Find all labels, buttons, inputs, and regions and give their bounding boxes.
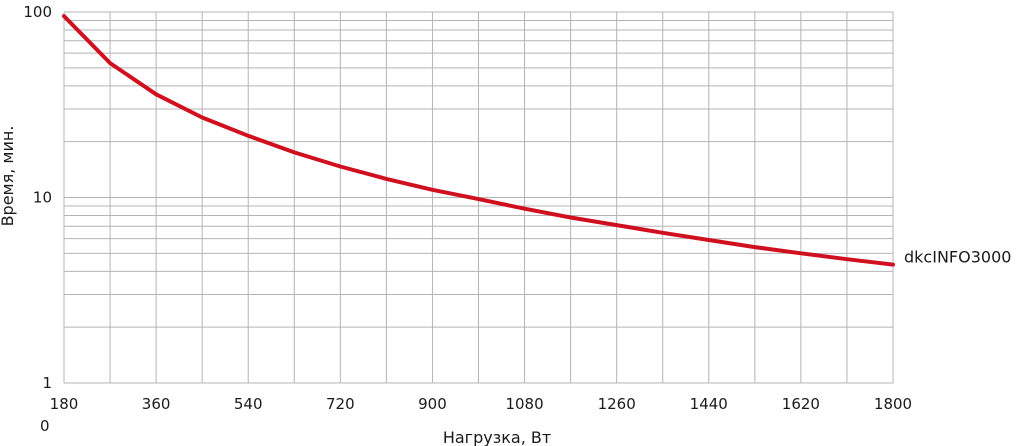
grid — [63, 11, 894, 384]
x-axis-ticks: 180 360 540 720 900 1080 1260 1440 1620 1800 — [50, 395, 912, 413]
x-axis-sub-label: 0 — [40, 417, 50, 435]
x-tick-label: 540 — [234, 395, 263, 413]
x-tick-label: 1440 — [690, 395, 728, 413]
series-line-dkcinfo3000 — [62, 14, 895, 267]
series-layer — [62, 14, 895, 267]
x-tick-label: 1260 — [598, 395, 636, 413]
x-tick-label: 1620 — [782, 395, 820, 413]
series-label-dkcinfo3000: dkcINFO3000 — [904, 248, 1011, 267]
x-tick-label: 1080 — [505, 395, 543, 413]
y-axis-ticks: 1 10 100 — [23, 3, 52, 392]
y-tick-label: 1 — [42, 374, 52, 392]
x-tick-label: 900 — [418, 395, 447, 413]
y-tick-label: 100 — [23, 3, 52, 21]
x-axis-title: Нагрузка, Вт — [443, 428, 551, 446]
x-tick-label: 360 — [142, 395, 171, 413]
y-tick-label: 10 — [33, 189, 52, 207]
x-tick-label: 1800 — [874, 395, 912, 413]
x-tick-label: 720 — [326, 395, 355, 413]
x-tick-label: 180 — [50, 395, 79, 413]
y-axis-title: Время, мин. — [0, 126, 17, 227]
